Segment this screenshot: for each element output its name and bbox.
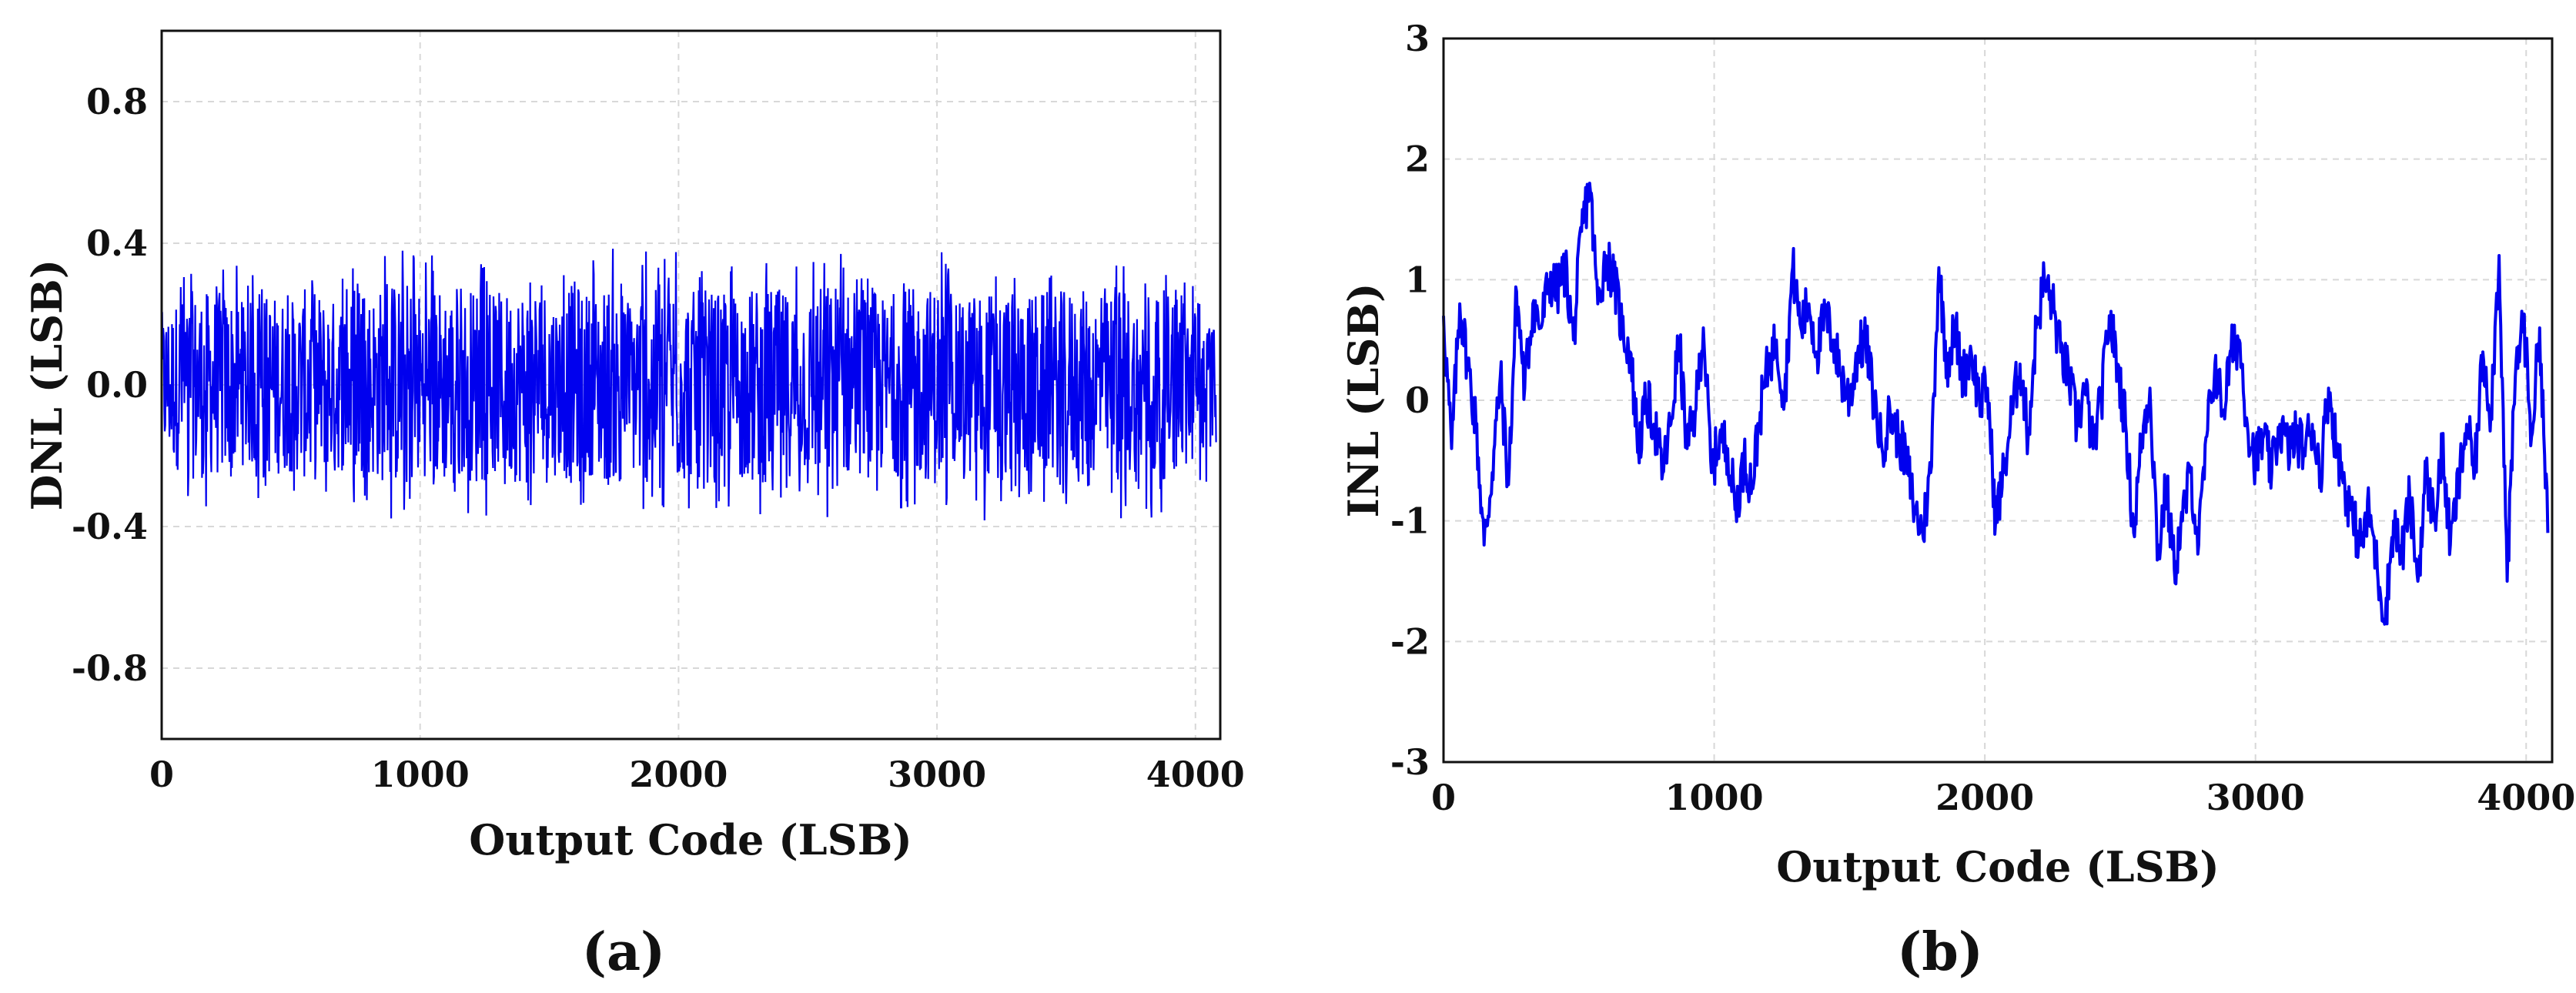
dnl-line (160, 249, 1217, 521)
inl-x-tick-label: 0 (1431, 777, 1456, 818)
inl-line (1442, 182, 2550, 626)
inl-y-tick-label: 1 (1405, 259, 1430, 300)
dnl-y-tick-labels: -0.8 -0.4 0.0 0.4 0.8 (72, 81, 148, 689)
inl-y-tick-label: -3 (1390, 741, 1430, 783)
caption-b: (b) (1897, 921, 1983, 983)
inl-y-tick-labels: -3 -2 -1 0 1 2 3 (1390, 18, 1430, 783)
inl-y-axis-title: INL (LSB) (1339, 283, 1388, 517)
inl-x-tick-label: 2000 (1935, 777, 2034, 818)
dnl-x-tick-label: 0 (149, 754, 174, 795)
dnl-x-tick-label: 4000 (1146, 754, 1245, 795)
inl-y-tick-label: 3 (1405, 18, 1430, 59)
dnl-x-tick-label: 2000 (629, 754, 728, 795)
inl-gridlines (1443, 38, 2552, 763)
dnl-x-tick-label: 3000 (888, 754, 986, 795)
dnl-y-tick-label: -0.8 (72, 647, 148, 689)
inl-plot-frame (1442, 37, 2554, 764)
dnl-plot-frame (160, 29, 1222, 741)
inl-y-tick-label: -1 (1390, 500, 1430, 542)
inl-y-tick-label: -2 (1390, 620, 1430, 662)
dnl-x-axis-title: Output Code (LSB) (469, 815, 912, 864)
dnl-x-tick-label: 1000 (371, 754, 470, 795)
inl-y-tick-label: 2 (1405, 139, 1430, 180)
inl-x-tick-label: 4000 (2477, 777, 2575, 818)
dnl-y-tick-label: 0.4 (86, 222, 148, 264)
dnl-series (160, 249, 1217, 521)
inl-x-tick-label: 1000 (1665, 777, 1764, 818)
inl-series (1442, 182, 2550, 626)
dnl-gridlines (161, 31, 1220, 739)
inl-x-tick-labels: 0 1000 2000 3000 4000 (1431, 777, 2575, 818)
inl-x-axis-title: Output Code (LSB) (1776, 842, 2220, 891)
dnl-chart: -0.8 -0.4 0.0 0.4 0.8 0 1000 2000 3000 4000 Outp… (22, 29, 1245, 864)
caption-a: (a) (582, 921, 665, 983)
dnl-y-tick-label: 0.8 (86, 81, 148, 122)
inl-chart: -3 -2 -1 0 1 2 3 0 1000 2000 3000 4000 Output Code… (1339, 18, 2575, 891)
dnl-y-tick-label: 0.0 (86, 364, 148, 406)
dnl-x-tick-labels: 0 1000 2000 3000 4000 (149, 754, 1245, 795)
inl-x-tick-label: 3000 (2206, 777, 2305, 818)
dnl-y-axis-title: DNL (LSB) (22, 259, 72, 511)
inl-y-tick-label: 0 (1405, 379, 1430, 421)
dnl-y-tick-label: -0.4 (72, 506, 148, 547)
